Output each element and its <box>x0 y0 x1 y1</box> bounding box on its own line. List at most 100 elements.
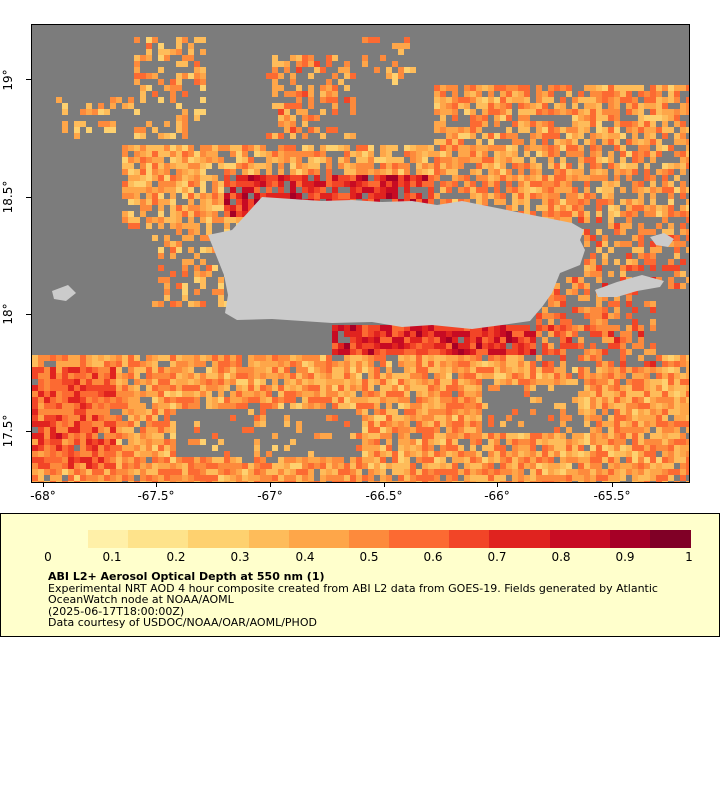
aod-cell <box>656 85 662 91</box>
aod-cell <box>644 121 650 127</box>
aod-cell <box>152 301 158 307</box>
colorbar-swatch <box>509 530 530 548</box>
aod-cell <box>188 379 194 385</box>
aod-cell <box>662 145 668 151</box>
aod-cell <box>524 103 530 109</box>
aod-cell <box>296 427 302 433</box>
aod-cell <box>344 463 350 469</box>
aod-cell <box>398 361 404 367</box>
aod-cell <box>62 391 68 397</box>
aod-cell <box>614 397 620 403</box>
aod-cell <box>464 349 470 355</box>
aod-cell <box>614 211 620 217</box>
aod-cell <box>170 205 176 211</box>
aod-cell <box>218 373 224 379</box>
aod-cell <box>644 169 650 175</box>
aod-cell <box>254 175 260 181</box>
aod-cell <box>224 205 230 211</box>
aod-cell <box>278 373 284 379</box>
aod-cell <box>536 475 542 481</box>
aod-cell <box>680 157 686 163</box>
aod-cell <box>350 187 356 193</box>
aod-cell <box>158 277 164 283</box>
aod-cell <box>104 397 110 403</box>
aod-cell <box>104 445 110 451</box>
aod-cell <box>356 187 362 193</box>
aod-cell <box>482 151 488 157</box>
aod-cell <box>518 103 524 109</box>
aod-cell <box>56 403 62 409</box>
aod-cell <box>608 337 614 343</box>
aod-cell <box>578 175 584 181</box>
aod-cell <box>494 337 500 343</box>
aod-cell <box>638 379 644 385</box>
aod-cell <box>224 397 230 403</box>
aod-cell <box>476 343 482 349</box>
aod-cell <box>272 61 278 67</box>
aod-cell <box>644 445 650 451</box>
aod-cell <box>230 205 236 211</box>
aod-cell <box>674 139 680 145</box>
aod-cell <box>422 157 428 163</box>
aod-cell <box>320 469 326 475</box>
aod-cell <box>578 295 584 301</box>
aod-cell <box>662 427 668 433</box>
aod-cell <box>68 463 74 469</box>
aod-cell <box>290 361 296 367</box>
aod-cell <box>662 187 668 193</box>
aod-cell <box>668 127 674 133</box>
aod-cell <box>626 175 632 181</box>
aod-cell <box>548 199 554 205</box>
aod-cell <box>452 145 458 151</box>
aod-cell <box>518 193 524 199</box>
aod-cell <box>158 433 164 439</box>
aod-cell <box>350 73 356 79</box>
aod-cell <box>332 469 338 475</box>
aod-cell <box>614 97 620 103</box>
aod-cell <box>362 157 368 163</box>
aod-cell <box>614 115 620 121</box>
aod-cell <box>488 349 494 355</box>
aod-cell <box>320 145 326 151</box>
aod-cell <box>386 73 392 79</box>
aod-cell <box>206 163 212 169</box>
aod-cell <box>278 481 284 482</box>
aod-cell <box>182 391 188 397</box>
aod-cell <box>206 481 212 482</box>
aod-cell <box>92 391 98 397</box>
aod-cell <box>74 127 80 133</box>
aod-cell <box>548 205 554 211</box>
aod-cell <box>362 349 368 355</box>
aod-cell <box>536 325 542 331</box>
aod-cell <box>194 439 200 445</box>
aod-cell <box>290 55 296 61</box>
aod-cell <box>596 379 602 385</box>
aod-cell <box>578 367 584 373</box>
aod-cell <box>242 145 248 151</box>
aod-cell <box>524 343 530 349</box>
aod-cell <box>464 427 470 433</box>
aod-cell <box>422 385 428 391</box>
aod-cell <box>620 157 626 163</box>
aod-cell <box>650 175 656 181</box>
aod-cell <box>686 463 689 469</box>
aod-cell <box>680 445 686 451</box>
aod-cell <box>548 469 554 475</box>
aod-cell <box>608 163 614 169</box>
aod-cell <box>386 331 392 337</box>
aod-cell <box>590 271 596 277</box>
aod-cell <box>686 229 689 235</box>
aod-cell <box>164 469 170 475</box>
aod-cell <box>386 433 392 439</box>
aod-cell <box>410 157 416 163</box>
aod-cell <box>86 367 92 373</box>
aod-cell <box>638 103 644 109</box>
aod-cell <box>650 199 656 205</box>
aod-cell <box>152 439 158 445</box>
aod-cell <box>56 451 62 457</box>
aod-cell <box>464 337 470 343</box>
aod-cell <box>506 175 512 181</box>
aod-cell <box>332 457 338 463</box>
aod-cell <box>584 397 590 403</box>
aod-cell <box>56 391 62 397</box>
